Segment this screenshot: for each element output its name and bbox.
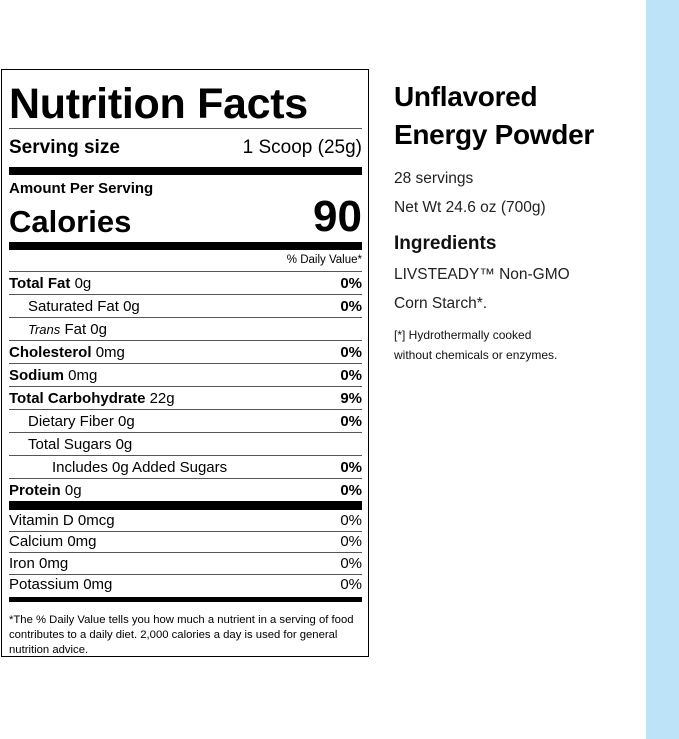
nutrient-daily-value: 0% xyxy=(340,366,362,384)
nutrient-daily-value: 0% xyxy=(340,481,362,499)
vitamin-daily-value: 0% xyxy=(340,533,362,551)
vitamin-row: Vitamin D 0mcg 0% xyxy=(9,510,362,531)
nutrient-row: Saturated Fat 0g 0% xyxy=(9,294,362,317)
nutrient-name: Includes 0g Added Sugars xyxy=(52,458,228,476)
nutrient-daily-value: 0% xyxy=(340,412,362,430)
nutrient-row: Includes 0g Added Sugars 0% xyxy=(9,455,362,478)
vitamin-name: Calcium 0mg xyxy=(9,533,97,551)
divider xyxy=(9,597,362,602)
nutrient-name: Sodium 0mg xyxy=(9,366,98,384)
daily-value-header: % Daily Value* xyxy=(286,254,362,266)
calories-value: 90 xyxy=(313,192,362,241)
nutrient-name: Saturated Fat 0g xyxy=(28,297,140,315)
divider xyxy=(9,501,362,510)
vitamin-daily-value: 0% xyxy=(340,511,362,529)
nutrient-row: Protein 0g 0% xyxy=(9,478,362,501)
nutrient-daily-value: 9% xyxy=(340,389,362,407)
nutrient-row: Cholesterol 0mg 0% xyxy=(9,340,362,363)
vitamin-name: Potassium 0mg xyxy=(9,576,113,594)
nutrient-daily-value: 0% xyxy=(340,297,362,315)
nutrient-row: Total Carbohydrate 22g 9% xyxy=(9,386,362,409)
nutrient-row: Trans Fat 0g xyxy=(9,317,362,340)
nutrient-row: Sodium 0mg 0% xyxy=(9,363,362,386)
vitamin-name: Vitamin D 0mcg xyxy=(9,511,115,529)
nutrient-name: Total Sugars 0g xyxy=(28,435,133,453)
vitamin-daily-value: 0% xyxy=(340,576,362,594)
nutrient-daily-value: 0% xyxy=(340,458,362,476)
vitamin-row: Potassium 0mg 0% xyxy=(9,573,362,596)
nutrient-row: Total Sugars 0g xyxy=(9,432,362,455)
vitamin-daily-value: 0% xyxy=(340,554,362,572)
serving-size-row: Serving size 1 Scoop (25g) xyxy=(9,129,362,167)
divider xyxy=(9,242,362,250)
nutrient-name: Trans Fat 0g xyxy=(28,320,107,338)
vitamin-name: Iron 0mg xyxy=(9,554,69,572)
nutrient-name: Total Fat 0g xyxy=(9,274,92,292)
vitamin-row: Iron 0mg 0% xyxy=(9,552,362,574)
nutrient-name: Dietary Fiber 0g xyxy=(28,412,135,430)
product-info: Unflavored Energy Powder 28 servings Net… xyxy=(394,78,644,365)
ingredients-heading: Ingredients xyxy=(394,233,497,254)
amount-per-serving: Amount Per Serving xyxy=(9,180,154,197)
ingredients-line2: Corn Starch*. xyxy=(394,295,488,312)
ingredients-line1: LIVSTEADY™ Non-GMO xyxy=(394,266,570,283)
nutrient-row: Dietary Fiber 0g 0% xyxy=(9,409,362,432)
nutrient-daily-value: 0% xyxy=(340,274,362,292)
label-title: Nutrition Facts xyxy=(9,80,308,128)
accent-strip xyxy=(646,0,679,739)
servings: 28 servings xyxy=(394,170,474,187)
nutrient-name: Total Carbohydrate 22g xyxy=(9,389,175,407)
nutrient-name: Cholesterol 0mg xyxy=(9,343,125,361)
serving-size-value: 1 Scoop (25g) xyxy=(242,137,362,158)
nutrition-facts-label: Nutrition Facts Serving size 1 Scoop (25… xyxy=(1,69,369,657)
nutrient-daily-value: 0% xyxy=(340,343,362,361)
vitamin-row: Calcium 0mg 0% xyxy=(9,530,362,553)
product-name-line1: Unflavored xyxy=(394,81,538,112)
product-name-line2: Energy Powder xyxy=(394,119,594,150)
divider xyxy=(9,167,362,175)
calories-row: Calories 90 xyxy=(9,192,362,241)
note-line2: without chemicals or enzymes. xyxy=(394,348,558,362)
nutrient-name: Protein 0g xyxy=(9,481,82,499)
net-weight: Net Wt 24.6 oz (700g) xyxy=(394,199,546,216)
note-line1: [*] Hydrothermally cooked xyxy=(394,328,532,342)
nutrient-row: Total Fat 0g 0% xyxy=(9,271,362,294)
serving-size-label: Serving size xyxy=(9,137,120,158)
calories-label: Calories xyxy=(9,204,132,239)
footnote: *The % Daily Value tells you how much a … xyxy=(9,614,354,656)
